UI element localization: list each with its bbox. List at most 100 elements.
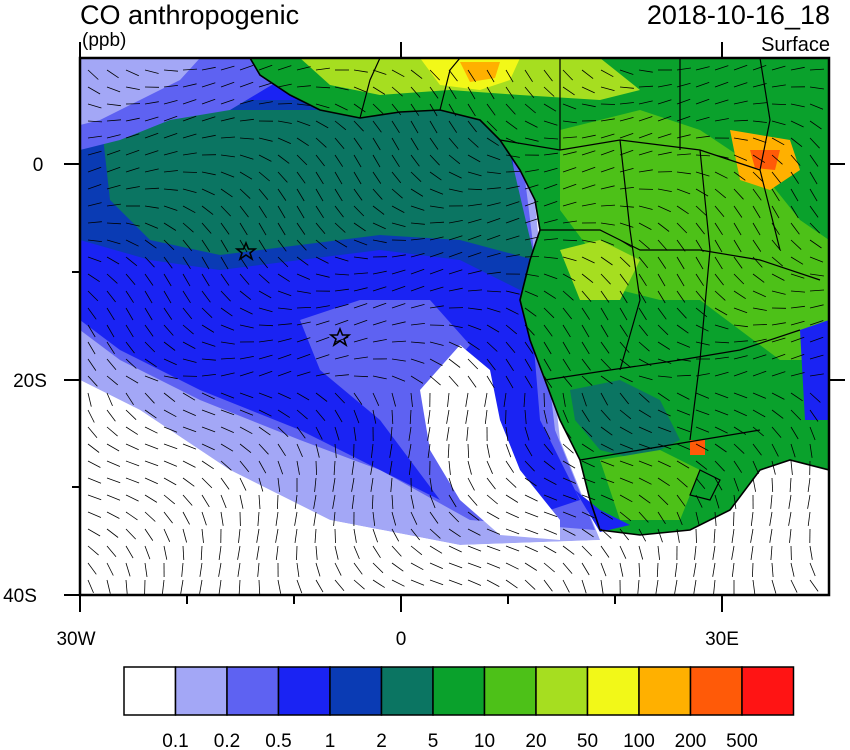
wind-barb — [372, 409, 377, 424]
wind-barb — [315, 222, 326, 235]
wind-barb — [752, 256, 763, 268]
wind-barb — [220, 81, 235, 88]
wind-barb — [201, 290, 211, 303]
colorbar-box — [483, 666, 537, 716]
wind-barb — [163, 460, 178, 467]
wind-barb — [695, 426, 710, 433]
wind-barb — [676, 477, 688, 488]
wind-barb — [543, 256, 558, 259]
wind-barb — [182, 99, 197, 105]
wind-barb — [619, 256, 631, 267]
wind-barb — [429, 86, 439, 99]
wind-barb — [750, 545, 754, 560]
wind-barb — [332, 477, 336, 492]
wind-barb — [543, 152, 558, 156]
wind-barb — [637, 579, 640, 594]
wind-barb — [467, 307, 482, 311]
wind-barb — [87, 375, 98, 387]
wind-barb — [163, 545, 168, 560]
wind-barb — [693, 562, 697, 577]
wind-barb — [334, 273, 350, 276]
wind-barb — [562, 256, 577, 262]
wind-barb — [448, 188, 463, 193]
colorbar-label: 0.1 — [162, 731, 188, 750]
wind-barb — [87, 166, 102, 173]
wind-barb — [182, 511, 190, 525]
wind-barb — [201, 494, 210, 508]
wind-barb — [87, 460, 101, 468]
wind-barb — [429, 120, 438, 134]
wind-barb — [296, 256, 309, 266]
wind-barb — [182, 460, 196, 468]
wind-barb — [220, 307, 233, 317]
wind-barb — [657, 375, 672, 378]
wind-barb — [524, 358, 533, 372]
wind-barb — [619, 494, 633, 503]
wind-barb — [695, 511, 700, 526]
wind-barb — [486, 86, 495, 100]
wind-barb — [429, 341, 444, 346]
wind-barb — [391, 321, 406, 326]
wind-barb — [714, 494, 720, 509]
wind-barb — [524, 169, 539, 173]
wind-barb — [87, 409, 95, 423]
wind-barb — [296, 66, 311, 71]
wind-barb — [372, 528, 378, 543]
wind-barb — [315, 120, 329, 129]
wind-barb — [125, 149, 140, 156]
wind-barb — [562, 120, 577, 124]
star-marker — [328, 326, 352, 347]
tick-marks — [64, 42, 845, 612]
wind-barb — [106, 184, 121, 190]
wind-barb — [390, 426, 393, 441]
wind-barb — [543, 103, 557, 112]
wind-barb — [638, 341, 650, 352]
wind-barb — [333, 511, 336, 526]
wind-barb — [125, 341, 135, 354]
wind-barb — [581, 86, 595, 94]
colorbar-box — [432, 666, 486, 716]
wind-barb — [391, 205, 405, 213]
wind-barb — [220, 222, 230, 235]
colorbar-label: 500 — [726, 731, 758, 750]
wind-barb — [408, 426, 412, 441]
wind-barb — [543, 238, 558, 241]
wind-barb — [750, 528, 754, 543]
wind-barb — [676, 82, 691, 88]
wind-barb — [410, 358, 425, 364]
wind-barb — [505, 528, 520, 535]
wind-barb — [714, 99, 729, 105]
wind-barb — [220, 341, 235, 345]
wind-barb — [334, 154, 344, 167]
wind-barb — [334, 205, 344, 218]
wind-barb — [505, 171, 521, 173]
wind-barb — [695, 460, 708, 470]
wind-barb — [771, 84, 786, 88]
wind-barb — [752, 579, 756, 594]
wind-barb — [448, 562, 463, 569]
wind-barb — [619, 528, 630, 541]
wind-barb — [372, 188, 383, 200]
wind-barb — [372, 137, 381, 151]
wind-barb — [714, 371, 729, 377]
wind-barb — [486, 511, 500, 520]
wind-barb — [163, 358, 177, 366]
wind-barb — [581, 239, 596, 244]
wind-barb — [505, 426, 509, 441]
wind-barb — [258, 205, 267, 219]
wind-barb — [220, 136, 236, 139]
wind-barb — [771, 171, 782, 184]
wind-barb — [543, 219, 558, 224]
wind-barb — [600, 239, 615, 246]
wind-barb — [296, 103, 311, 106]
wind-barb — [505, 460, 515, 473]
wind-barb — [258, 426, 271, 436]
wind-barb — [657, 307, 667, 320]
wind-barb — [600, 273, 611, 285]
wind-barb — [220, 239, 229, 253]
wind-barb — [562, 201, 577, 207]
wind-barb — [714, 324, 729, 330]
wind-barb — [106, 460, 121, 467]
wind-barb — [106, 409, 116, 422]
wind-barb — [125, 426, 139, 435]
